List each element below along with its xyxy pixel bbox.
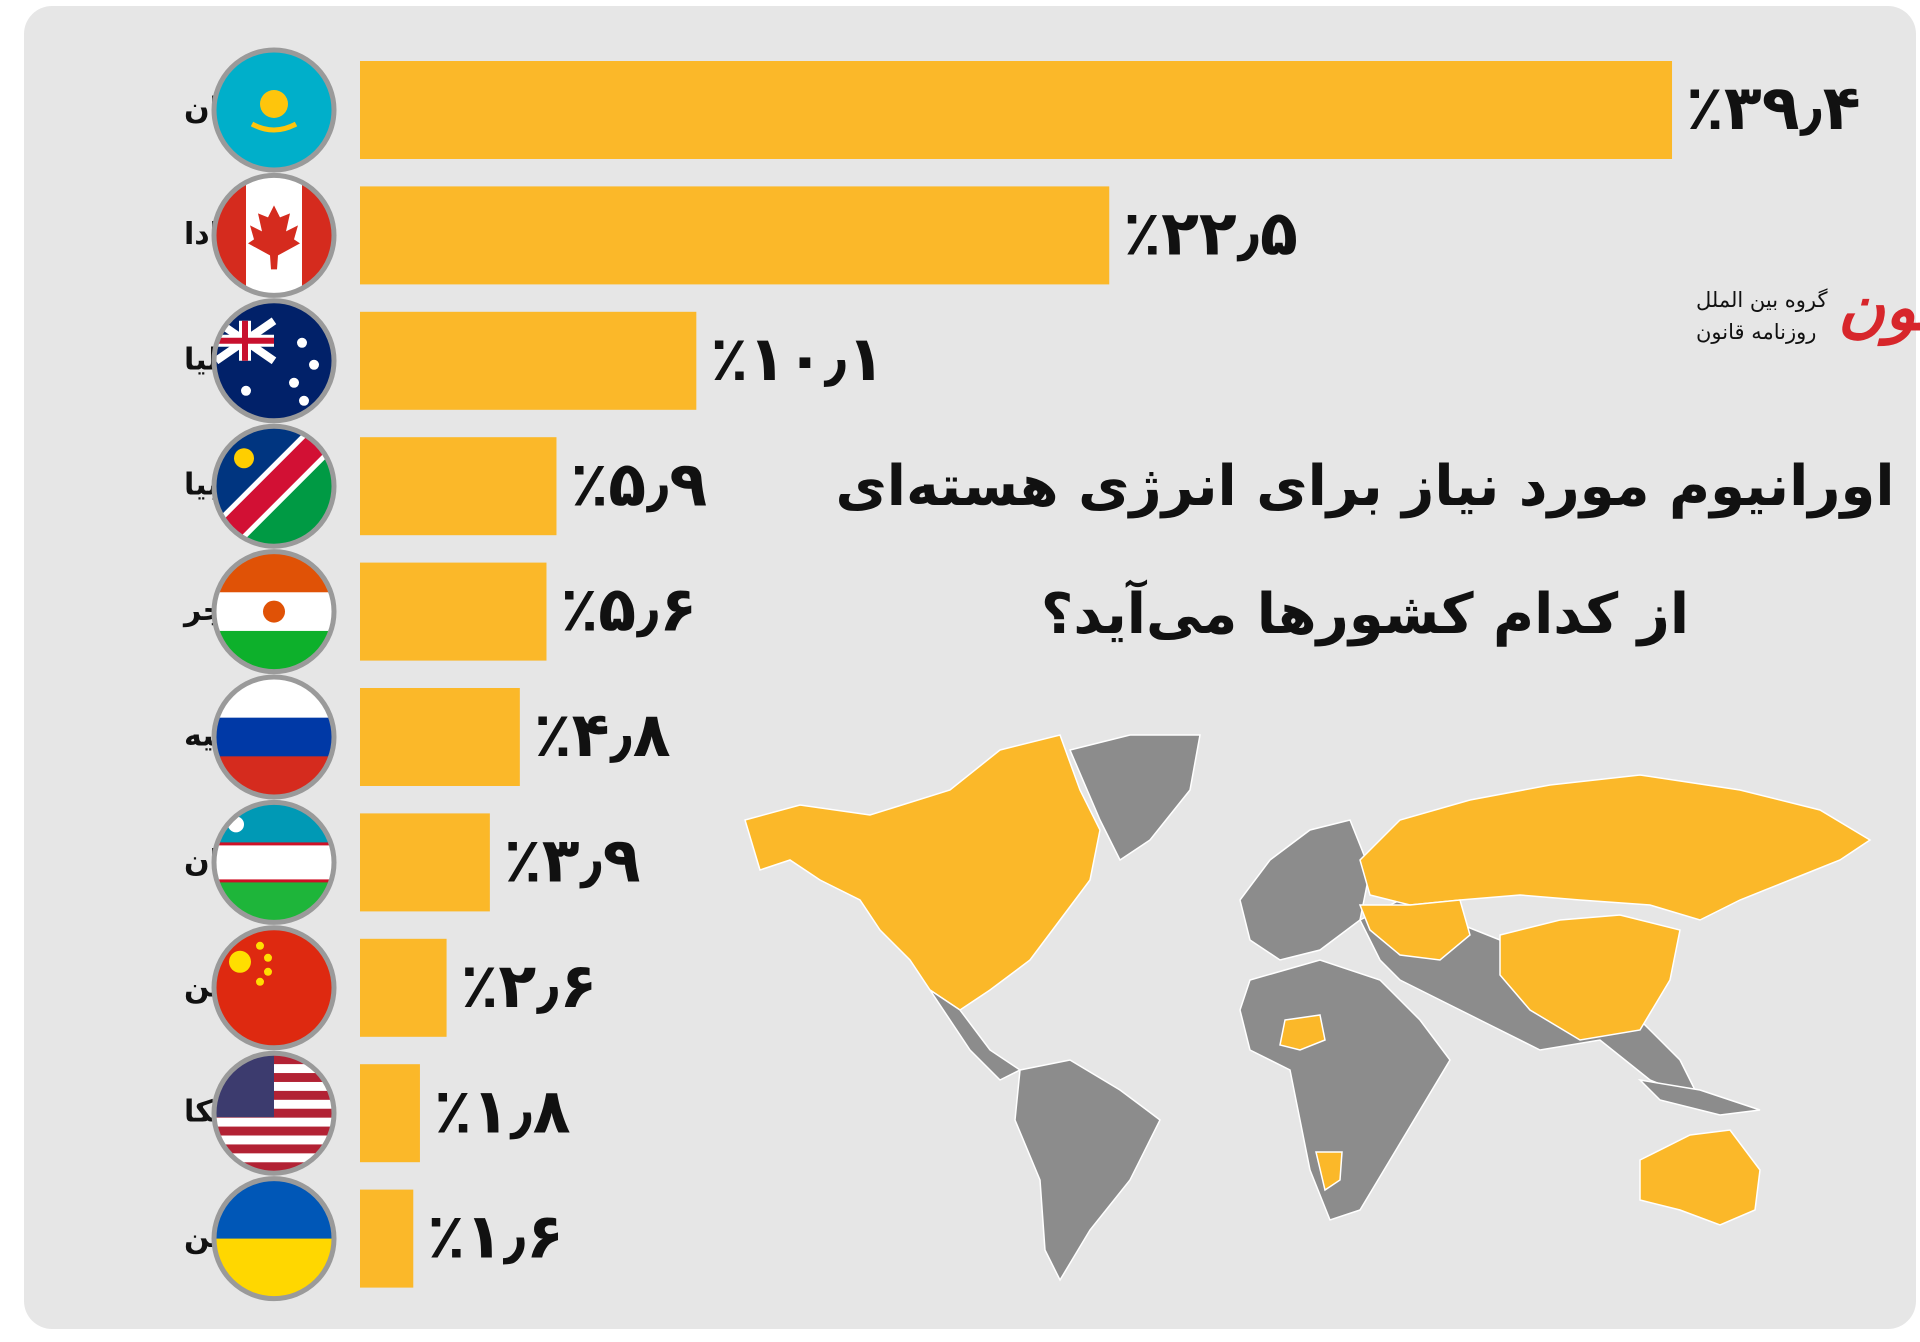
value-label: ٪۱٫۸	[434, 1074, 571, 1147]
flag-part	[250, 121, 298, 133]
flag-part	[229, 950, 251, 973]
value-label: ٪۲٫۶	[461, 949, 598, 1022]
flag-part	[234, 448, 254, 469]
flag-part	[216, 717, 332, 757]
flag-border	[211, 925, 337, 1051]
logo-name: قانون	[1838, 272, 1920, 347]
flag-part	[299, 395, 309, 406]
flag-part	[297, 337, 307, 348]
flag-border	[211, 423, 337, 549]
flag-inner	[216, 428, 332, 545]
flag-part	[216, 879, 332, 883]
flag-part	[216, 1117, 332, 1128]
flag-part	[216, 428, 332, 545]
flag-part	[263, 600, 285, 623]
flag-part	[256, 977, 264, 986]
bar	[360, 1064, 420, 1163]
flag-inner	[216, 929, 332, 1046]
flag	[211, 298, 337, 424]
value-label: ٪۴٫۸	[534, 698, 671, 771]
bar	[360, 688, 520, 786]
flag-part	[216, 1153, 332, 1163]
flag-border	[211, 298, 337, 424]
flag-part	[289, 377, 299, 388]
flag-border	[211, 1176, 337, 1302]
flag-part	[241, 385, 251, 396]
flag-part	[216, 843, 332, 883]
bar	[360, 813, 490, 912]
flag	[211, 1050, 337, 1176]
flag-part	[264, 967, 272, 976]
flag-part	[256, 941, 264, 950]
flag-part	[216, 1126, 332, 1137]
flag	[211, 423, 337, 549]
flag-border	[211, 549, 337, 675]
flag-border	[211, 1050, 337, 1176]
flag-part	[309, 359, 319, 370]
bar	[360, 938, 447, 1037]
world-map	[744, 734, 1872, 1282]
value-label: ٪۲۲٫۵	[1123, 196, 1298, 269]
bar	[360, 186, 1110, 285]
bar	[360, 311, 697, 410]
flag-part	[216, 1162, 332, 1172]
flag-part	[264, 953, 272, 962]
bar	[360, 1189, 414, 1288]
flag-part	[216, 320, 274, 361]
value-label: ٪۱۰٫۱	[710, 322, 885, 395]
flag-part	[216, 842, 332, 846]
flag-border	[211, 799, 337, 925]
flag	[211, 47, 337, 173]
bar	[360, 562, 547, 661]
value-label: ٪۵٫۶	[560, 573, 697, 646]
flag-inner	[216, 52, 332, 168]
bar	[360, 61, 1673, 159]
value-label: ٪۵٫۹	[570, 447, 707, 520]
logo-line: گروه بین الملل	[1696, 288, 1827, 312]
value-label: ٪۳٫۹	[504, 823, 641, 896]
flag-part	[216, 1135, 332, 1145]
flag-part	[248, 205, 300, 270]
value-label: ٪۱٫۶	[427, 1200, 564, 1273]
title-line: اورانیوم مورد نیاز برای انرژی هسته‌ای	[835, 454, 1894, 519]
flag	[211, 925, 337, 1051]
flag	[211, 549, 337, 675]
flag	[211, 674, 337, 800]
value-label: ٪۳۹٫۴	[1686, 71, 1861, 144]
logo-line: روزنامه قانون	[1696, 320, 1816, 344]
flag	[211, 799, 337, 925]
flag-part	[216, 929, 332, 1046]
flag-border	[211, 47, 337, 173]
flag-inner	[216, 1055, 332, 1172]
flag-part	[260, 90, 288, 118]
bar	[360, 437, 557, 536]
flag	[211, 172, 337, 298]
flag-part	[216, 1144, 332, 1154]
flag-inner	[216, 302, 332, 419]
title-line: از کدام کشورها می‌آید؟	[1041, 579, 1689, 647]
flag	[211, 1176, 337, 1302]
flag-inner	[216, 177, 332, 294]
flag-border	[211, 172, 337, 298]
flag-border	[211, 674, 337, 800]
